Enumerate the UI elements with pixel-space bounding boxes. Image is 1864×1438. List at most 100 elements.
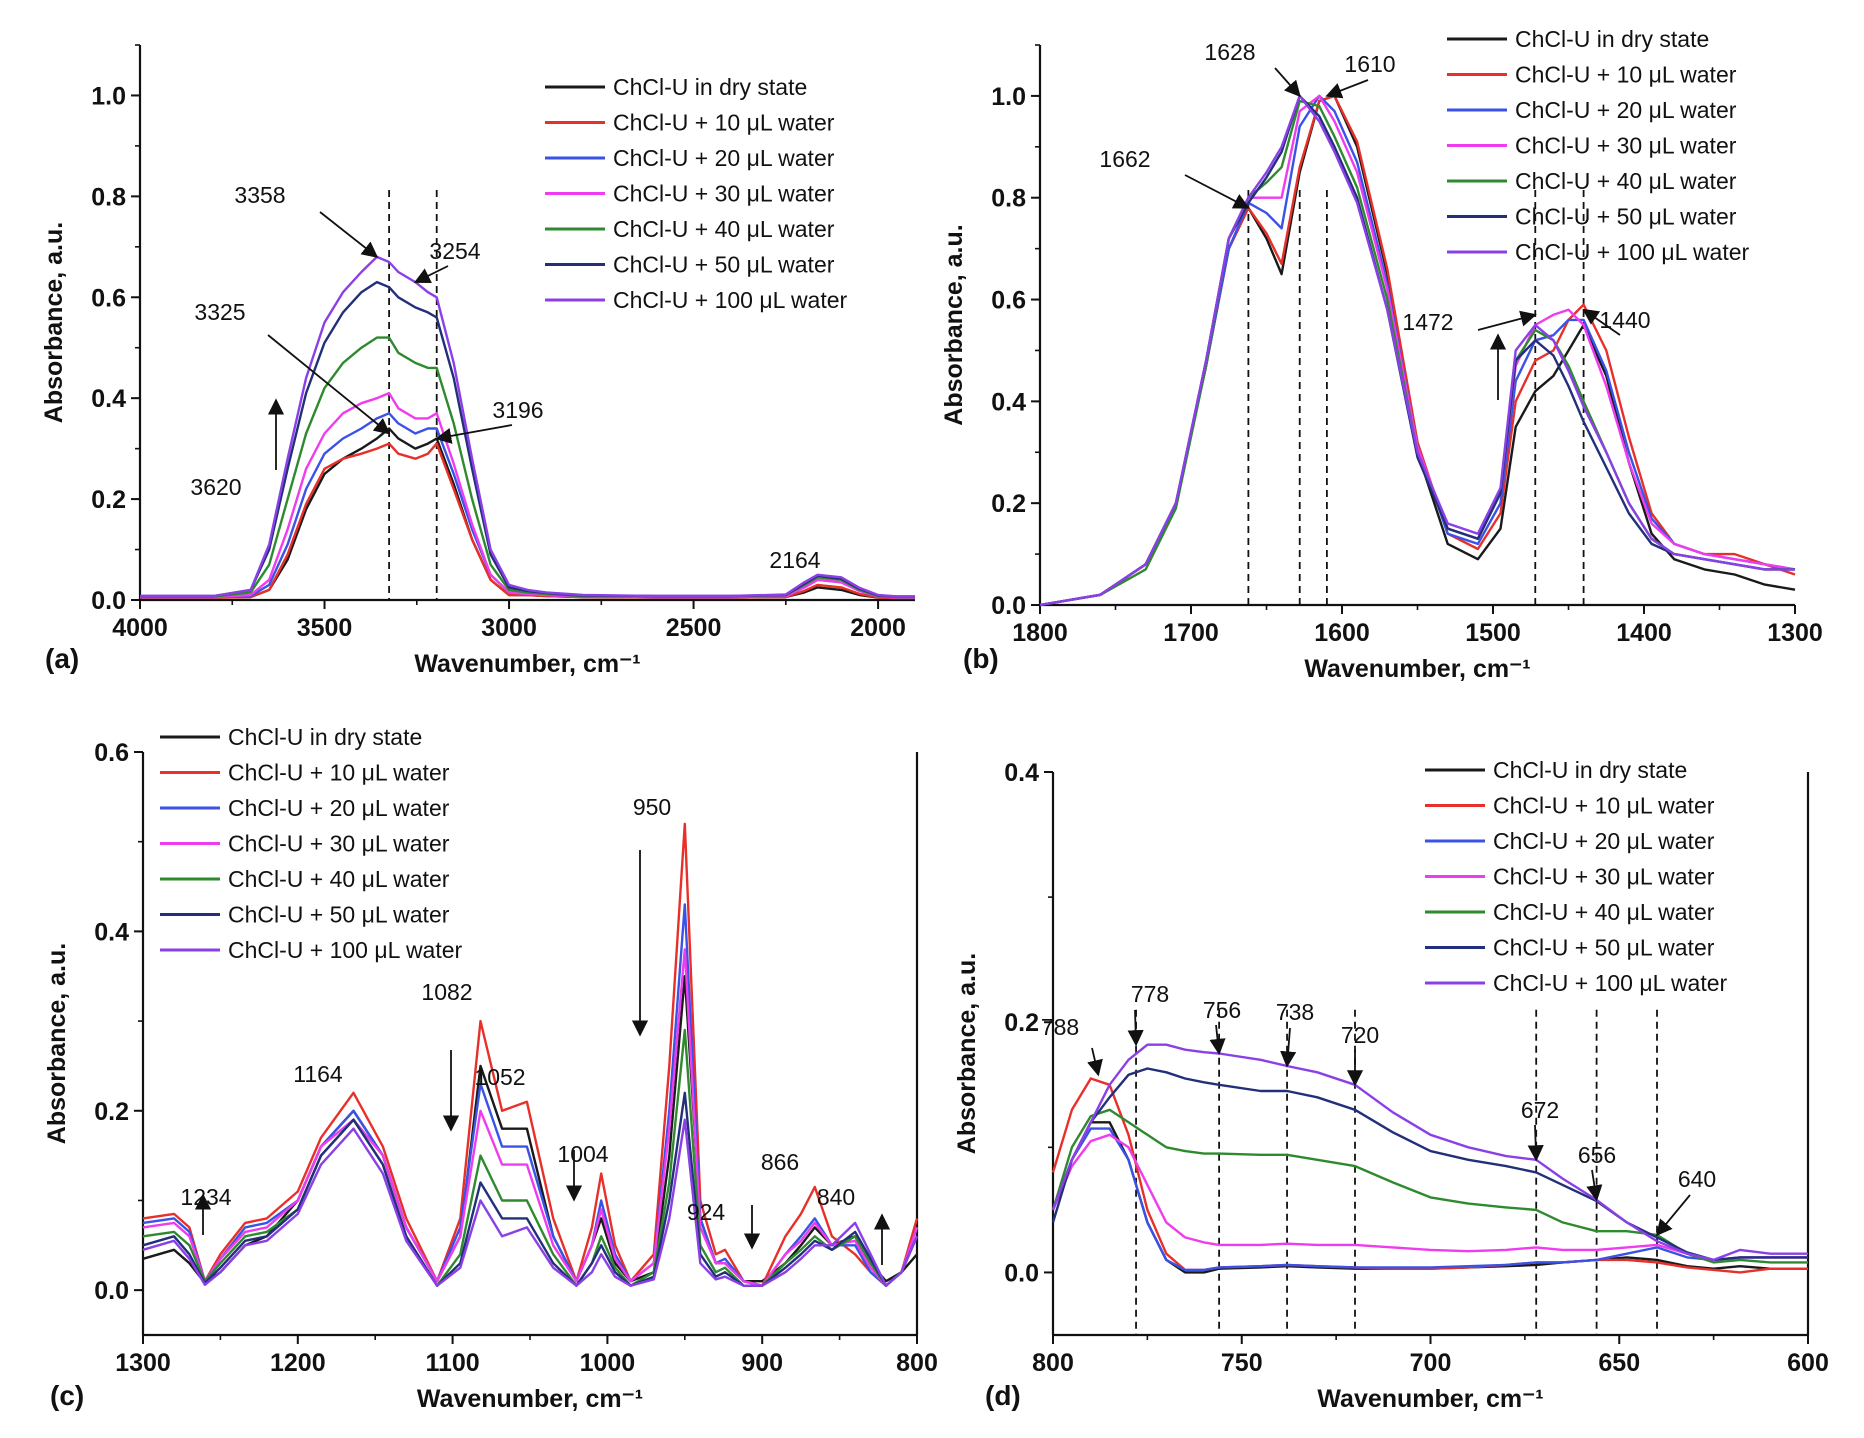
panel-label: (c)	[50, 1380, 84, 1411]
series-line	[1039, 94, 1796, 607]
annotation-arrow	[435, 424, 513, 444]
x-tick-label: 650	[1598, 1349, 1640, 1377]
peak-annotation: 672	[1521, 1097, 1559, 1123]
peak-annotation: 1234	[180, 1184, 231, 1210]
peak-annotation: 3254	[429, 238, 480, 264]
legend-label: ChCl-U + 50 μL water	[228, 902, 450, 928]
annotation-arrow	[1184, 174, 1250, 209]
peak-annotation: 3620	[190, 474, 241, 500]
annotation-arrow	[413, 265, 449, 283]
peak-annotation: 3196	[492, 397, 543, 423]
x-tick-label: 1400	[1616, 619, 1672, 647]
series-line	[142, 1091, 919, 1287]
peak-annotation: 3358	[234, 182, 285, 208]
x-tick-label: 1000	[580, 1349, 636, 1377]
annotation-arrow	[1280, 1027, 1297, 1068]
legend-label: ChCl-U + 100 μL water	[1515, 239, 1750, 265]
y-tick-label: 0.2	[94, 1098, 129, 1126]
y-tick-label: 0.0	[94, 1277, 129, 1305]
x-tick-label: 600	[1787, 1349, 1829, 1377]
peak-annotation: 1472	[1402, 309, 1453, 335]
x-tick-label: 750	[1221, 1349, 1263, 1377]
annotation-arrow	[1586, 1169, 1603, 1202]
legend-label: ChCl-U + 30 μL water	[228, 831, 450, 857]
x-tick-label: 1200	[270, 1349, 326, 1377]
peak-annotation: 738	[1276, 999, 1314, 1025]
legend-label: ChCl-U + 10 μL water	[228, 760, 450, 786]
legend-label: ChCl-U + 50 μL water	[1515, 204, 1737, 230]
x-tick-label: 700	[1410, 1349, 1452, 1377]
series-line	[142, 1118, 919, 1287]
legend-label: ChCl-U in dry state	[1515, 26, 1709, 52]
peak-annotation: 640	[1678, 1166, 1716, 1192]
peak-annotation: 1628	[1204, 39, 1255, 65]
y-tick-label: 0.8	[991, 185, 1026, 213]
peak-annotation: 756	[1203, 997, 1241, 1023]
legend-label: ChCl-U + 50 μL water	[1493, 935, 1715, 961]
legend-label: ChCl-U + 20 μL water	[1515, 97, 1737, 123]
y-tick-label: 0.6	[991, 287, 1026, 315]
peak-annotation: 1004	[557, 1141, 608, 1167]
y-tick-label: 1.0	[91, 82, 126, 110]
series-line	[140, 391, 915, 599]
panel-d-chart: 800 750 700 650 600 0.0 0.2 0.4 Wavenumber, cm⁻¹…	[953, 757, 1829, 1413]
legend-label: ChCl-U + 20 μL water	[613, 145, 835, 171]
peak-annotation: 656	[1578, 1142, 1616, 1168]
panel-label: (d)	[985, 1380, 1021, 1411]
legend-label: ChCl-U + 20 μL water	[228, 795, 450, 821]
y-tick-label: 0.6	[91, 284, 126, 312]
x-tick-label: 3000	[481, 614, 537, 642]
panel-label: (b)	[963, 643, 999, 674]
legend-label: ChCl-U + 100 μL water	[1493, 970, 1728, 996]
x-tick-label: 1100	[425, 1349, 479, 1377]
panel-b-chart: 1800 1700 1600 1500 1400 1300 0.0 0.2 0.4 0.6 0.8 1…	[940, 26, 1823, 683]
annotation-arrow	[1325, 79, 1369, 99]
y-tick-label: 0.0	[991, 592, 1026, 620]
legend-label: ChCl-U + 30 μL water	[613, 181, 835, 207]
peak-annotation: 2164	[769, 547, 820, 573]
series-line	[140, 442, 915, 600]
x-tick-label: 800	[896, 1349, 938, 1377]
x-tick-label: 1600	[1314, 619, 1370, 647]
x-axis-title: Wavenumber, cm⁻¹	[417, 1385, 643, 1413]
legend-label: ChCl-U + 40 μL water	[228, 866, 450, 892]
x-tick-label: 1300	[1767, 619, 1823, 647]
y-tick-label: 0.4	[94, 918, 129, 946]
annotation-arrow	[1655, 1194, 1691, 1237]
series-line	[142, 1028, 919, 1287]
y-axis-title: Absorbance, a.u.	[940, 224, 968, 425]
legend-label: ChCl-U + 10 μL water	[613, 110, 835, 136]
annotation-arrow	[267, 334, 391, 435]
legend-label: ChCl-U + 30 μL water	[1515, 133, 1737, 159]
legend-label: ChCl-U + 30 μL water	[1493, 864, 1715, 890]
annotation-arrow	[1087, 1047, 1103, 1077]
y-tick-label: 0.6	[94, 739, 129, 767]
annotation-arrow	[1582, 308, 1621, 336]
x-tick-label: 800	[1032, 1349, 1074, 1377]
peak-annotation: 1052	[474, 1064, 525, 1090]
annotation-arrow	[1274, 67, 1301, 98]
legend-label: ChCl-U + 40 μL water	[1493, 899, 1715, 925]
legend-label: ChCl-U + 10 μL water	[1515, 62, 1737, 88]
legend-label: ChCl-U + 100 μL water	[228, 937, 463, 963]
series-line	[1051, 1133, 1808, 1262]
x-tick-label: 3500	[297, 614, 353, 642]
y-axis-title: Absorbance, a.u.	[953, 953, 981, 1154]
x-tick-label: 2000	[850, 614, 906, 642]
peak-annotation: 950	[633, 794, 671, 820]
y-tick-label: 1.0	[991, 83, 1026, 111]
peak-annotation: 778	[1131, 981, 1169, 1007]
panel-a-chart: 4000 3500 3000 2500 2000 0.0 0.2 0.4 0.6 0.8 1.0 Wa…	[40, 44, 915, 678]
peak-annotation: 1610	[1344, 51, 1395, 77]
x-tick-label: 1800	[1012, 619, 1068, 647]
peak-annotation: 1440	[1599, 307, 1650, 333]
annotation-arrow	[1127, 1009, 1144, 1047]
legend-label: ChCl-U + 20 μL water	[1493, 828, 1715, 854]
peak-annotation: 1082	[421, 979, 472, 1005]
x-axis-title: Wavenumber, cm⁻¹	[414, 650, 640, 678]
series-line	[1051, 1127, 1808, 1272]
panel-c-chart: 1300 1200 1100 1000 900 800 0.0 0.2 0.4 0.6 Wavenu…	[43, 724, 938, 1413]
legend-label: ChCl-U in dry state	[1493, 757, 1687, 783]
panel-label: (a)	[45, 643, 79, 674]
